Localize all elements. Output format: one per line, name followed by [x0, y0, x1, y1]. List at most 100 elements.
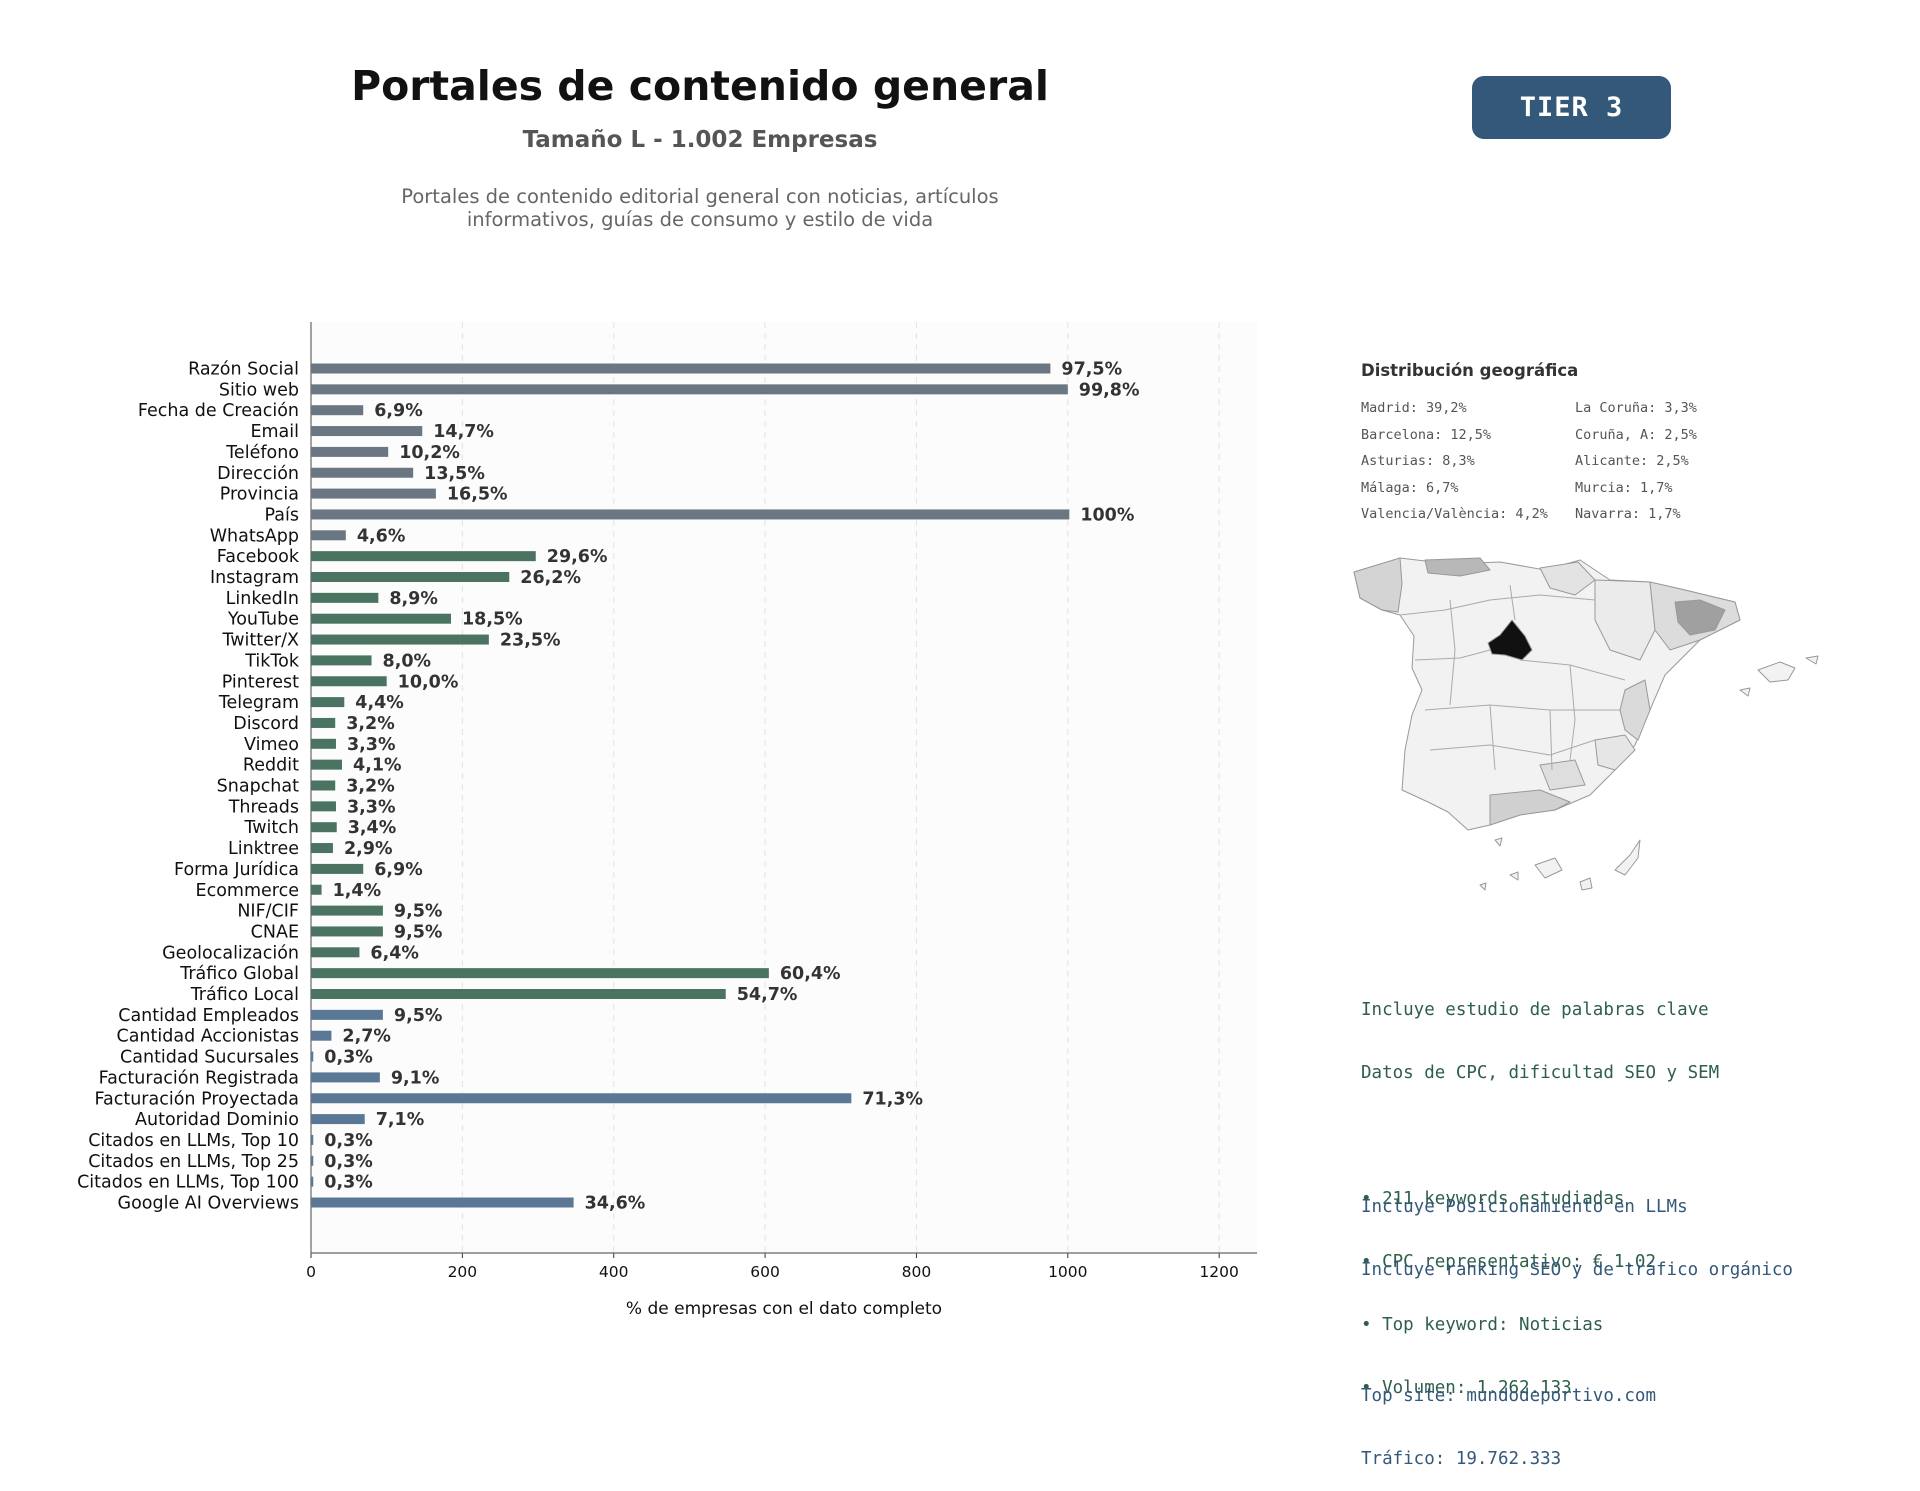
- bar: [311, 697, 345, 708]
- bar: [311, 634, 489, 645]
- category-label: Teléfono: [225, 443, 299, 463]
- x-tick-label: 1200: [1199, 1263, 1238, 1281]
- description-line-2: informativos, guías de consumo y estilo …: [466, 208, 934, 231]
- map-region: [1539, 561, 1596, 596]
- value-label: 3,2%: [346, 777, 395, 797]
- geo-item: Murcia: 1,7%: [1575, 479, 1673, 496]
- category-label: Dirección: [217, 464, 299, 484]
- bar: [311, 509, 1070, 520]
- bar: [311, 613, 452, 624]
- category-label: Threads: [228, 797, 299, 817]
- bar: [311, 1197, 574, 1208]
- map-region: [1594, 734, 1636, 771]
- value-label: 3,2%: [346, 714, 395, 734]
- geo-item: Madrid: 39,2%: [1361, 400, 1467, 416]
- bar: [311, 467, 414, 478]
- seo-info-block: Incluye estudio de palabras clave Datos …: [1361, 958, 1719, 1420]
- category-label: TikTok: [244, 651, 300, 671]
- geo-item: Alicante: 2,5%: [1575, 453, 1689, 469]
- value-label: 29,6%: [547, 547, 608, 567]
- map-region: [1739, 687, 1751, 697]
- value-label: 9,5%: [394, 1006, 443, 1026]
- x-tick-label: 800: [902, 1263, 932, 1281]
- value-label: 6,9%: [374, 401, 423, 421]
- x-tick-label: 200: [448, 1263, 478, 1281]
- category-label: Facturación Proyectada: [95, 1089, 299, 1109]
- bar: [311, 780, 336, 791]
- map-region: [1509, 871, 1519, 881]
- geo-item: Navarra: 1,7%: [1575, 506, 1681, 522]
- map-region: [1494, 837, 1503, 847]
- geo-item: Málaga: 6,7%: [1361, 479, 1459, 496]
- geo-distribution-list: Madrid: 39,2% La Coruña: 3,3% Barcelona:…: [1361, 398, 1721, 531]
- llm-line-2: Incluye ranking SEO y de tráfico orgánic…: [1361, 1260, 1793, 1280]
- category-label: Tráfico Local: [190, 985, 299, 1005]
- category-label: Citados en LLMs, Top 100: [77, 1173, 299, 1193]
- description-line-1: Portales de contenido editorial general …: [401, 185, 999, 208]
- x-axis-label: % de empresas con el dato completo: [626, 1299, 942, 1319]
- map-region: [1424, 557, 1491, 577]
- value-label: 26,2%: [520, 568, 581, 588]
- category-label: Geolocalización: [162, 943, 299, 963]
- bar: [311, 1051, 314, 1062]
- value-label: 10,2%: [399, 443, 460, 463]
- map-region: [1479, 882, 1487, 891]
- bar: [311, 843, 333, 854]
- bar: [311, 551, 536, 562]
- bar: [311, 926, 383, 937]
- bar: [311, 426, 423, 437]
- map-region: [1614, 839, 1641, 876]
- category-label: LinkedIn: [226, 589, 299, 609]
- value-label: 3,3%: [347, 797, 396, 817]
- category-label: Email: [250, 422, 299, 442]
- bar: [311, 989, 726, 999]
- category-label: Provincia: [220, 485, 299, 505]
- category-label: Twitter/X: [221, 631, 299, 651]
- value-label: 1,4%: [333, 881, 382, 901]
- value-label: 10,0%: [398, 672, 459, 692]
- bar: [311, 1093, 852, 1104]
- geo-item: La Coruña: 3,3%: [1575, 400, 1697, 416]
- value-label: 100%: [1080, 505, 1134, 525]
- seo-bullet: • 211 keywords estudiadas: [1361, 1189, 1625, 1209]
- category-label: Linktree: [228, 839, 299, 859]
- value-label: 13,5%: [424, 464, 485, 484]
- value-label: 7,1%: [376, 1110, 425, 1130]
- map-border: [1399, 584, 1626, 771]
- category-label: Twitch: [243, 818, 299, 838]
- category-label: Cantidad Empleados: [118, 1006, 299, 1026]
- seo-bullet: • CPC representativo: € 1.02: [1361, 1252, 1657, 1272]
- bar: [311, 801, 336, 812]
- seo-bullet: • Volumen: 1.262.133: [1361, 1378, 1572, 1398]
- value-label: 14,7%: [433, 422, 494, 442]
- value-label: 0,3%: [324, 1131, 373, 1151]
- value-label: 34,6%: [585, 1194, 646, 1214]
- bar: [311, 1072, 380, 1083]
- value-label: 2,7%: [342, 1027, 391, 1047]
- bar: [311, 968, 769, 979]
- value-label: 3,4%: [348, 818, 397, 838]
- value-label: 9,1%: [391, 1068, 440, 1088]
- value-label: 2,9%: [344, 839, 393, 859]
- category-label: Discord: [233, 714, 299, 734]
- page-subtitle: Tamaño L - 1.002 Empresas: [522, 127, 878, 153]
- seo-bullet: • Top keyword: Noticias: [1361, 1315, 1604, 1335]
- category-label: Forma Jurídica: [174, 860, 299, 880]
- category-label: YouTube: [227, 610, 299, 630]
- category-label: Cantidad Sucursales: [120, 1048, 299, 1068]
- value-label: 6,4%: [370, 943, 419, 963]
- spain-map: [1353, 557, 1819, 891]
- bar: [311, 488, 436, 499]
- value-label: 0,3%: [324, 1173, 373, 1193]
- category-label: Google AI Overviews: [118, 1194, 299, 1214]
- category-label: Sitio web: [219, 380, 299, 400]
- bar-chart: 0 200 400 600 800 1000 1200 % de empresas con e…: [77, 322, 1257, 1319]
- bar: [311, 1030, 332, 1041]
- map-region: [1539, 759, 1586, 791]
- map-region: [1757, 661, 1796, 683]
- bar: [311, 405, 364, 416]
- value-label: 4,4%: [355, 693, 404, 713]
- value-label: 8,0%: [383, 651, 432, 671]
- map-region: [1805, 655, 1819, 665]
- category-label: Telegram: [218, 693, 299, 713]
